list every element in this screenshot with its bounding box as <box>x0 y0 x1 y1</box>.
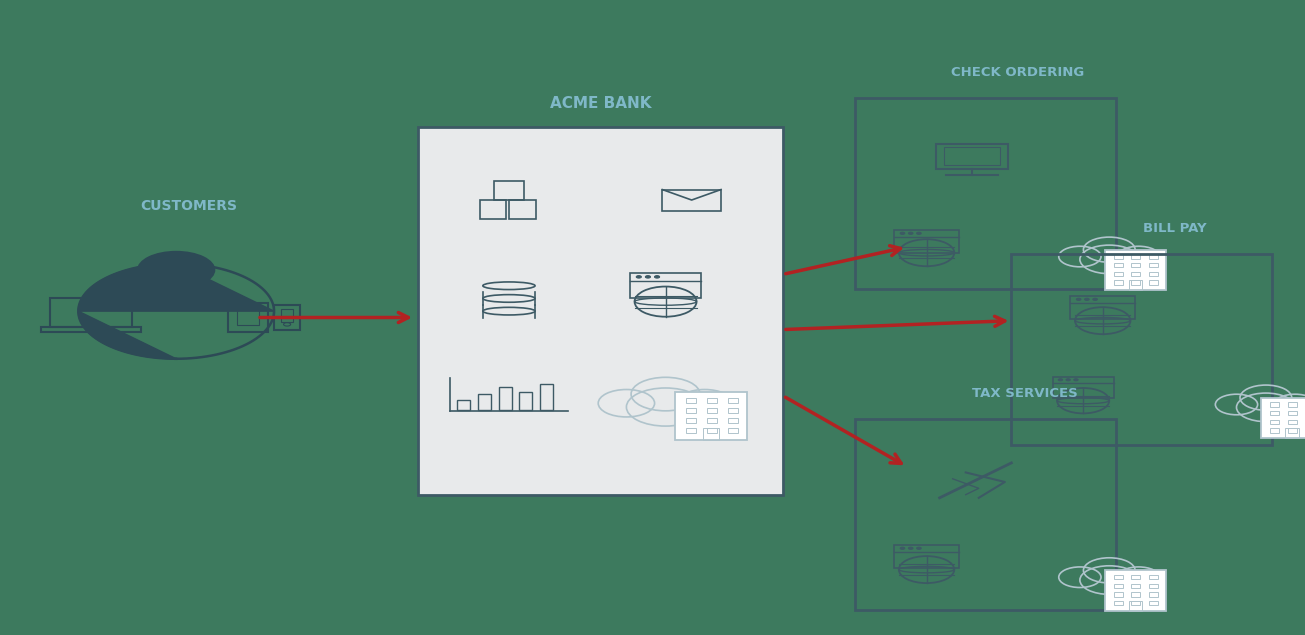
Bar <box>686 418 697 424</box>
Bar <box>1131 272 1141 276</box>
Text: CHECK ORDERING: CHECK ORDERING <box>951 67 1084 79</box>
Bar <box>1113 584 1122 588</box>
Bar <box>282 309 294 322</box>
Bar <box>1285 429 1298 438</box>
Bar <box>663 189 722 211</box>
Bar <box>50 298 133 327</box>
Bar <box>686 429 697 434</box>
Bar <box>1105 250 1165 290</box>
Bar <box>1131 575 1141 580</box>
Bar <box>1150 255 1158 259</box>
Circle shape <box>645 276 651 278</box>
Bar <box>1270 420 1279 424</box>
Bar <box>728 408 739 413</box>
Circle shape <box>1074 378 1078 381</box>
Bar <box>1113 592 1122 597</box>
Bar <box>1288 411 1297 415</box>
Bar <box>1150 263 1158 267</box>
Bar <box>1113 281 1122 284</box>
Bar <box>1131 592 1141 597</box>
Bar <box>703 429 719 440</box>
Bar <box>509 200 536 219</box>
Bar <box>1131 584 1141 588</box>
Bar <box>478 394 491 410</box>
Text: ACME BANK: ACME BANK <box>549 96 651 111</box>
Bar <box>1105 570 1165 611</box>
Bar <box>480 200 506 219</box>
Text: CUSTOMERS: CUSTOMERS <box>141 199 238 213</box>
Bar <box>1011 254 1272 444</box>
Bar <box>630 273 702 298</box>
Bar <box>686 408 697 413</box>
Bar <box>1150 601 1158 605</box>
Bar <box>495 181 523 200</box>
Bar <box>1131 255 1141 259</box>
Bar <box>238 308 258 325</box>
Bar <box>499 387 512 410</box>
Bar <box>728 398 739 403</box>
Bar <box>1129 601 1142 611</box>
Bar <box>1270 403 1279 407</box>
Bar <box>42 327 141 331</box>
Circle shape <box>916 547 921 549</box>
Circle shape <box>1066 378 1070 381</box>
Bar <box>540 384 553 410</box>
Circle shape <box>1092 298 1098 300</box>
Circle shape <box>637 276 642 278</box>
Bar <box>1113 255 1122 259</box>
Bar <box>676 392 748 440</box>
Bar <box>1113 601 1122 605</box>
Bar <box>894 545 959 568</box>
Bar <box>1131 281 1141 284</box>
Bar <box>1053 377 1113 398</box>
Bar <box>937 144 1009 169</box>
Circle shape <box>916 232 921 234</box>
Bar <box>686 398 697 403</box>
Bar <box>1070 296 1135 319</box>
Bar <box>707 418 718 424</box>
Circle shape <box>908 547 914 549</box>
Circle shape <box>900 232 904 234</box>
Circle shape <box>654 276 659 278</box>
Bar <box>1129 281 1142 290</box>
Circle shape <box>1084 298 1090 300</box>
Bar <box>1113 272 1122 276</box>
Bar <box>894 230 959 253</box>
Bar <box>707 429 718 434</box>
Bar <box>945 147 1001 165</box>
Bar <box>707 398 718 403</box>
Bar <box>1113 263 1122 267</box>
Bar <box>1288 429 1297 432</box>
Circle shape <box>1058 378 1062 381</box>
Bar <box>728 418 739 424</box>
Text: TAX SERVICES: TAX SERVICES <box>971 387 1078 400</box>
Bar <box>1150 584 1158 588</box>
Circle shape <box>900 547 904 549</box>
Circle shape <box>908 232 914 234</box>
Bar <box>1131 601 1141 605</box>
Bar <box>1113 575 1122 580</box>
Bar <box>1131 263 1141 267</box>
Bar <box>728 429 739 434</box>
Bar <box>1288 420 1297 424</box>
Bar <box>1288 403 1297 407</box>
Polygon shape <box>78 264 274 359</box>
Bar <box>1150 281 1158 284</box>
FancyBboxPatch shape <box>418 127 783 495</box>
Bar <box>1270 411 1279 415</box>
Bar <box>1150 575 1158 580</box>
Circle shape <box>137 251 215 289</box>
Bar <box>457 400 470 410</box>
Bar <box>855 419 1116 610</box>
Bar <box>519 392 532 410</box>
Bar <box>1150 592 1158 597</box>
Bar <box>1150 272 1158 276</box>
Bar <box>855 98 1116 289</box>
Bar <box>1262 398 1305 438</box>
Bar <box>1270 429 1279 432</box>
Bar <box>707 408 718 413</box>
Text: BILL PAY: BILL PAY <box>1143 222 1206 235</box>
Circle shape <box>1077 298 1081 300</box>
